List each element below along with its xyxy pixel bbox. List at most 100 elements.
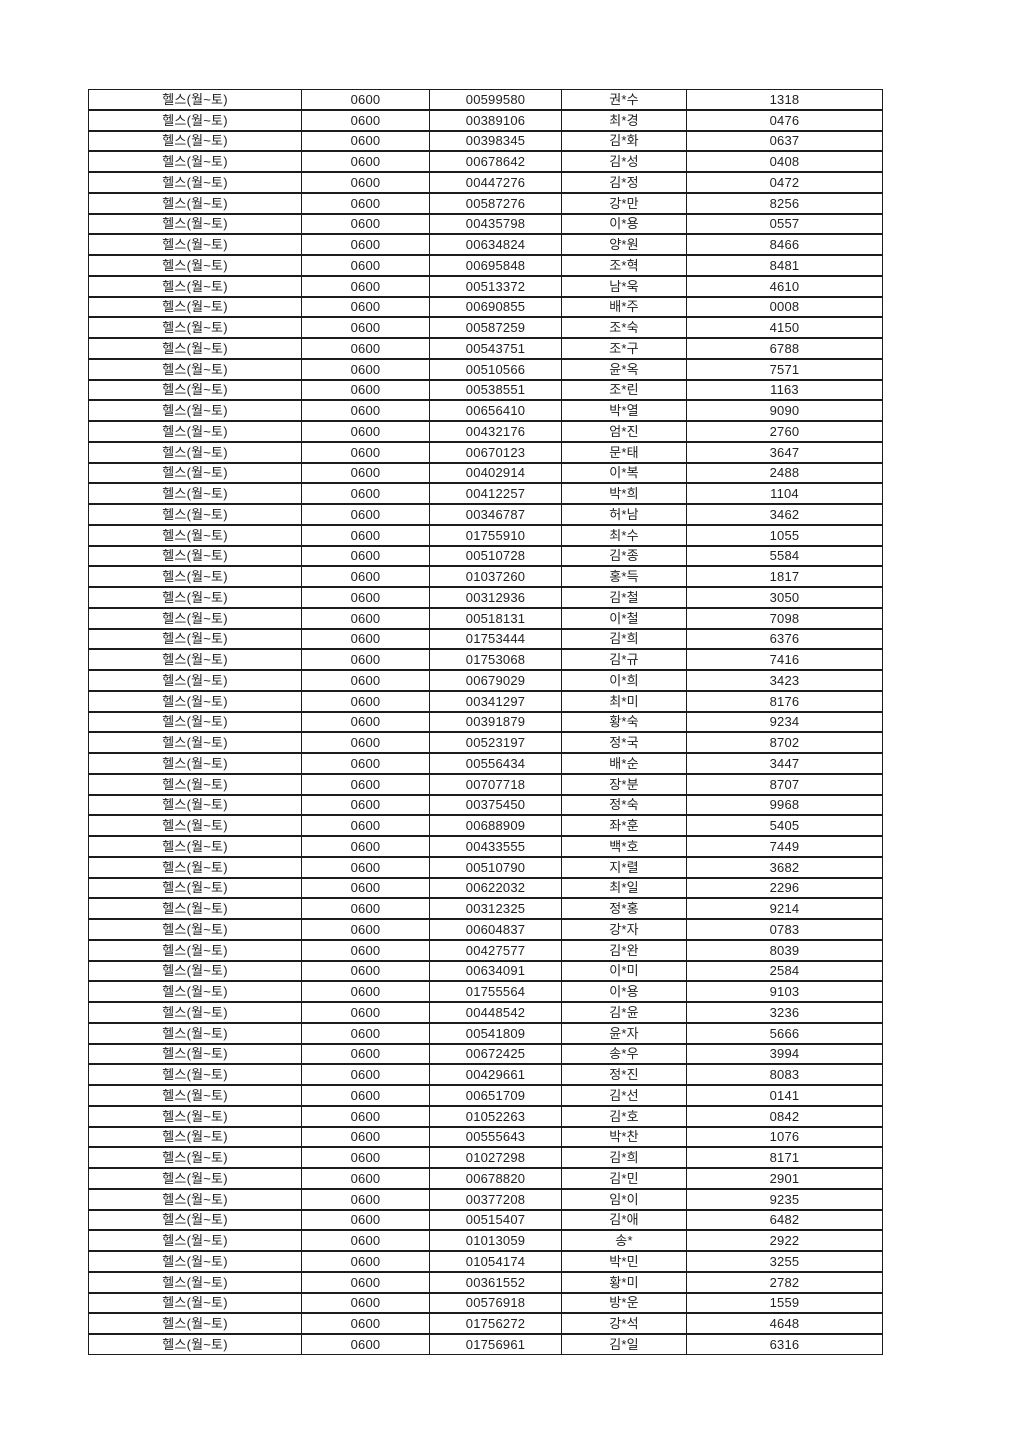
cell-member-id: 00412257 bbox=[430, 484, 562, 503]
cell-member-name: 김*철 bbox=[562, 588, 687, 607]
cell-program-schedule: 헬스(월~토) bbox=[89, 650, 302, 669]
cell-member-id: 01755564 bbox=[430, 982, 562, 1001]
cell-code: 6788 bbox=[769, 340, 800, 356]
table-row: 헬스(월~토) 0600 00587276 강*만 8256 bbox=[88, 192, 883, 214]
cell-code: 9234 bbox=[769, 714, 800, 730]
cell-member-id: 00518131 bbox=[430, 608, 562, 628]
cell-code: 2760 bbox=[769, 423, 800, 439]
cell-member-name: 양*원 bbox=[562, 235, 687, 254]
cell-member-id: 01013059 bbox=[430, 1231, 562, 1250]
cell-time: 0600 bbox=[302, 339, 430, 358]
cell-program-schedule: 헬스(월~토) bbox=[89, 899, 302, 918]
cell-time: 0600 bbox=[302, 152, 430, 171]
cell-member-id: 00398345 bbox=[430, 131, 562, 151]
cell-member-name: 송*우 bbox=[562, 1044, 687, 1064]
cell-program-schedule: 헬스(월~토) bbox=[89, 816, 302, 835]
cell-member-id: 00541809 bbox=[430, 1023, 562, 1043]
cell-code: 1104 bbox=[770, 486, 799, 502]
cell-time: 0600 bbox=[302, 608, 430, 628]
cell-program-schedule: 헬스(월~토) bbox=[89, 339, 302, 358]
table-row: 헬스(월~토) 0600 00604837 강*자 0783 bbox=[88, 919, 883, 940]
cell-program-schedule: 헬스(월~토) bbox=[89, 754, 302, 773]
cell-program-schedule: 헬스(월~토) bbox=[89, 1189, 302, 1209]
cell-time: 0600 bbox=[302, 857, 430, 877]
cell-program-schedule: 헬스(월~토) bbox=[89, 110, 302, 130]
cell-code: 3682 bbox=[769, 859, 800, 875]
cell-code: 0557 bbox=[769, 216, 800, 232]
cell-member-id: 00515407 bbox=[430, 1210, 562, 1230]
cell-member-name: 최*경 bbox=[562, 110, 687, 130]
table-row: 헬스(월~토) 0600 00402914 이*복 2488 bbox=[88, 462, 883, 484]
cell-time: 0600 bbox=[302, 110, 430, 130]
cell-member-id: 01753068 bbox=[430, 650, 562, 669]
table-row: 헬스(월~토) 0600 00375450 정*숙 9968 bbox=[88, 794, 883, 816]
cell-code: 7098 bbox=[769, 610, 800, 626]
table-row: 헬스(월~토) 0600 00523197 정*국 8702 bbox=[88, 732, 883, 753]
cell-program-schedule: 헬스(월~토) bbox=[89, 940, 302, 960]
cell-member-id: 00510790 bbox=[430, 857, 562, 877]
cell-time: 0600 bbox=[302, 1127, 430, 1147]
cell-time: 0600 bbox=[302, 1023, 430, 1043]
cell-time: 0600 bbox=[302, 650, 430, 669]
cell-program-schedule: 헬스(월~토) bbox=[89, 1065, 302, 1084]
cell-time: 0600 bbox=[302, 1231, 430, 1250]
table-row: 헬스(월~토) 0600 00695848 조*혁 8481 bbox=[88, 255, 883, 276]
cell-member-name: 김*민 bbox=[562, 1169, 687, 1188]
cell-program-schedule: 헬스(월~토) bbox=[89, 1293, 302, 1313]
cell-member-id: 01755910 bbox=[430, 525, 562, 545]
cell-time: 0600 bbox=[302, 982, 430, 1001]
cell-code: 9968 bbox=[769, 797, 800, 813]
cell-member-name: 정*홍 bbox=[562, 899, 687, 918]
cell-time: 0600 bbox=[302, 297, 430, 317]
cell-time: 0600 bbox=[302, 629, 430, 649]
cell-program-schedule: 헬스(월~토) bbox=[89, 422, 302, 441]
cell-code: 4150 bbox=[769, 320, 800, 336]
cell-member-name: 이*철 bbox=[562, 608, 687, 628]
cell-program-schedule: 헬스(월~토) bbox=[89, 1148, 302, 1167]
cell-code: 5666 bbox=[769, 1025, 800, 1041]
cell-member-id: 00672425 bbox=[430, 1044, 562, 1064]
table-row: 헬스(월~토) 0600 00412257 박*희 1104 bbox=[88, 483, 883, 504]
cell-time: 0600 bbox=[302, 193, 430, 213]
cell-program-schedule: 헬스(월~토) bbox=[89, 961, 302, 981]
cell-member-name: 박*민 bbox=[562, 1252, 687, 1271]
cell-code: 0008 bbox=[769, 299, 800, 315]
cell-time: 0600 bbox=[302, 712, 430, 732]
cell-time: 0600 bbox=[302, 276, 430, 296]
cell-code: 3236 bbox=[769, 1004, 800, 1020]
cell-member-name: 조*숙 bbox=[562, 318, 687, 337]
cell-member-id: 00599580 bbox=[430, 90, 562, 109]
cell-program-schedule: 헬스(월~토) bbox=[89, 1252, 302, 1271]
cell-time: 0600 bbox=[302, 1003, 430, 1022]
table-row: 헬스(월~토) 0600 00429661 정*진 8083 bbox=[88, 1064, 883, 1085]
table-row: 헬스(월~토) 0600 01027298 김*희 8171 bbox=[88, 1147, 883, 1168]
cell-code: 3050 bbox=[769, 589, 800, 605]
cell-member-name: 장*분 bbox=[562, 774, 687, 794]
cell-member-name: 문*태 bbox=[562, 442, 687, 462]
cell-time: 0600 bbox=[302, 816, 430, 835]
cell-member-name: 김*화 bbox=[562, 131, 687, 151]
cell-member-name: 김*정 bbox=[562, 173, 687, 192]
cell-member-id: 00312936 bbox=[430, 588, 562, 607]
cell-code: 4610 bbox=[769, 278, 800, 294]
cell-time: 0600 bbox=[302, 920, 430, 939]
table-row: 헬스(월~토) 0600 01756272 강*석 4648 bbox=[88, 1313, 883, 1334]
cell-member-id: 00555643 bbox=[430, 1127, 562, 1147]
cell-time: 0600 bbox=[302, 899, 430, 918]
cell-code: 9214 bbox=[769, 901, 800, 917]
cell-member-id: 00448542 bbox=[430, 1003, 562, 1022]
cell-member-name: 조*린 bbox=[562, 380, 687, 400]
cell-member-name: 강*만 bbox=[562, 193, 687, 213]
table-row: 헬스(월~토) 0600 00672425 송*우 3994 bbox=[88, 1043, 883, 1065]
table-row: 헬스(월~토) 0600 00634824 양*원 8466 bbox=[88, 234, 883, 255]
cell-member-name: 김*성 bbox=[562, 152, 687, 171]
table-row: 헬스(월~토) 0600 00690855 배*주 0008 bbox=[88, 296, 883, 318]
cell-program-schedule: 헬스(월~토) bbox=[89, 1210, 302, 1230]
cell-member-name: 윤*옥 bbox=[562, 359, 687, 379]
cell-program-schedule: 헬스(월~토) bbox=[89, 878, 302, 898]
cell-program-schedule: 헬스(월~토) bbox=[89, 401, 302, 420]
cell-code: 6316 bbox=[769, 1336, 800, 1352]
table-row: 헬스(월~토) 0600 01052263 김*호 0842 bbox=[88, 1105, 883, 1127]
table-row: 헬스(월~토) 0600 00427577 김*완 8039 bbox=[88, 939, 883, 961]
cell-member-id: 00651709 bbox=[430, 1086, 562, 1105]
